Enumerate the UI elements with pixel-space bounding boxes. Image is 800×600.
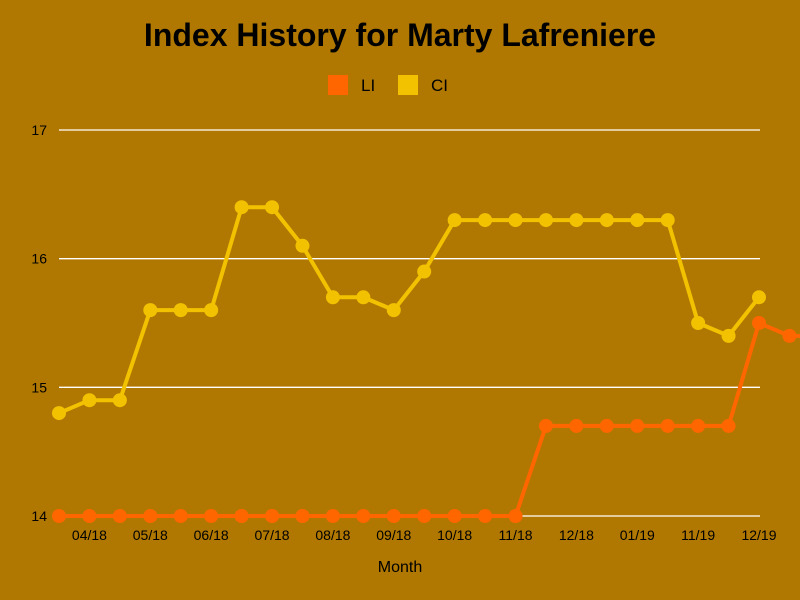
data-point <box>386 303 401 318</box>
legend-label-li: LI <box>361 76 375 95</box>
data-point <box>660 418 675 433</box>
data-point <box>265 200 280 215</box>
data-point <box>356 290 371 305</box>
data-point <box>569 213 584 228</box>
data-point <box>569 418 584 433</box>
legend-swatch-ci <box>398 75 418 95</box>
data-point <box>325 509 340 523</box>
data-point <box>417 509 432 523</box>
series-li <box>52 316 800 523</box>
chart-title: Index History for Marty Lafreniere <box>144 17 656 53</box>
data-point <box>478 509 493 523</box>
y-tick-label: 14 <box>31 508 47 524</box>
data-point <box>173 509 188 523</box>
x-tick-label: 05/18 <box>133 527 168 543</box>
x-tick-label: 07/18 <box>255 527 290 543</box>
x-tick-label: 08/18 <box>315 527 350 543</box>
data-point <box>82 393 97 408</box>
data-point <box>112 509 127 523</box>
y-tick-label: 17 <box>31 122 47 138</box>
data-point <box>82 509 97 523</box>
y-axis-ticks: 14 15 16 17 <box>31 122 47 524</box>
data-point <box>478 213 493 228</box>
x-tick-label: 12/19 <box>741 527 776 543</box>
data-point <box>265 509 280 523</box>
legend: LI CI <box>328 75 448 95</box>
data-point <box>112 393 127 408</box>
legend-label-ci: CI <box>431 76 448 95</box>
data-point <box>204 303 219 318</box>
data-point <box>173 303 188 318</box>
data-point <box>508 213 523 228</box>
data-point <box>660 213 675 228</box>
data-point <box>295 509 310 523</box>
series-line-ci <box>58 205 761 415</box>
data-point <box>143 509 158 523</box>
gridlines <box>59 129 760 517</box>
data-point <box>204 509 219 523</box>
y-tick-label: 15 <box>31 379 47 395</box>
series-ci <box>52 200 766 421</box>
x-tick-label: 12/18 <box>559 527 594 543</box>
data-point <box>386 509 401 523</box>
data-point <box>721 418 736 433</box>
data-point <box>721 328 736 343</box>
data-point <box>325 290 340 305</box>
data-point <box>630 418 645 433</box>
data-point <box>538 418 553 433</box>
x-tick-label: 04/18 <box>72 527 107 543</box>
y-tick-label: 16 <box>31 251 47 267</box>
data-point <box>295 238 310 253</box>
x-axis-label: Month <box>378 559 422 576</box>
x-tick-label: 09/18 <box>376 527 411 543</box>
x-tick-label: 11/18 <box>499 527 533 543</box>
data-point <box>52 509 66 523</box>
data-point <box>143 303 158 318</box>
data-point <box>447 509 462 523</box>
x-tick-label: 06/18 <box>194 527 229 543</box>
x-axis-ticks: 04/18 05/18 06/18 07/18 08/18 09/18 10/18 11/18… <box>72 527 777 543</box>
data-point <box>356 509 371 523</box>
data-point <box>752 290 766 305</box>
data-point <box>782 328 797 343</box>
x-tick-label: 11/19 <box>681 527 715 543</box>
data-point <box>52 406 66 421</box>
data-point <box>691 316 706 330</box>
x-tick-label: 10/18 <box>437 527 472 543</box>
data-point <box>691 418 706 433</box>
data-point <box>508 509 523 523</box>
data-point <box>234 200 249 215</box>
data-point <box>417 264 432 279</box>
data-point <box>599 418 614 433</box>
data-point <box>630 213 645 228</box>
data-point <box>234 509 249 523</box>
data-point <box>538 213 553 228</box>
legend-swatch-li <box>328 75 348 95</box>
data-point <box>447 213 462 228</box>
series-line-li <box>59 321 800 518</box>
data-point <box>599 213 614 228</box>
data-point <box>752 316 766 330</box>
series-layer <box>52 200 800 523</box>
x-tick-label: 01/19 <box>620 527 655 543</box>
